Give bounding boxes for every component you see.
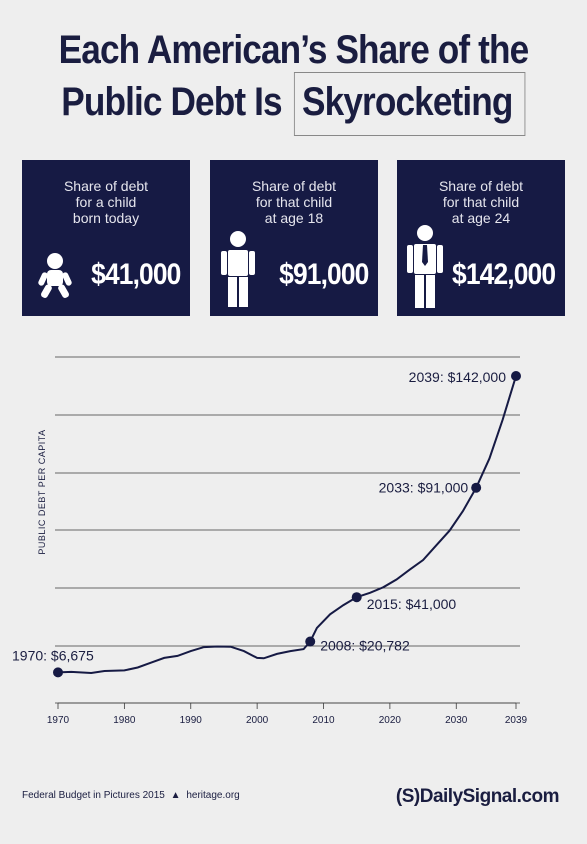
x-tick-label: 1990 [180,715,203,726]
annotation-label: 2039: $142,000 [409,369,507,385]
annotation-point [53,667,63,678]
x-tick-label: 1970 [47,715,70,726]
x-axis: 1970 1980 1990 2000 2010 2020 2030 2039 [47,702,528,726]
footer-site: heritage.org [186,790,240,801]
annotation-point [471,482,482,493]
annotation-label: 1970: $6,675 [12,647,94,663]
series-line [57,375,517,675]
panel-age-18: Share of debt for that child at age 18 $… [210,160,378,316]
x-tick-label: 2020 [379,715,402,726]
title-prefix: Public Debt Is [61,80,282,124]
annotation-label: 2008: $20,782 [320,637,410,653]
x-tick-label: 2000 [246,715,269,726]
annotations: 1970: $6,675 2008: $20,782 2015: $41,000 20… [12,369,521,678]
panel-caption-line: for that child [255,194,333,210]
panel-value: $91,000 [278,258,369,291]
x-tick-label: 1980 [113,715,136,726]
panel-caption-line: at age 24 [451,210,511,226]
panel-caption-line: Share of debt [251,178,337,194]
panel-caption: Share of debt for that child at age 24 [407,178,555,226]
annotation-label: 2033: $91,000 [379,480,469,496]
panel-born-today: Share of debt for a child born today $41… [22,160,190,316]
panel-caption-line: for a child [75,194,137,210]
y-axis-label: PUBLIC DEBT PER CAPITA [37,429,47,554]
x-tick-label: 2039 [505,715,528,726]
baby-icon [38,253,72,298]
heritage-logo-icon: ▲ [170,790,181,801]
panel-caption: Share of debt for that child at age 18 [220,178,368,226]
x-tick-label: 2030 [445,715,468,726]
debt-line-chart: PUBLIC DEBT PER CAPITA 1970 1980 1990 2000 2… [12,356,528,726]
x-tick-label: 2010 [312,715,335,726]
teen-icon [221,231,255,307]
panel-caption-line: Share of debt [63,178,149,194]
panel-value: $41,000 [90,258,181,291]
annotation-point [351,592,362,603]
annotation-point [305,636,316,647]
chart-title-line-1: Each American’s Share of the [58,28,530,72]
panel-value: $142,000 [451,258,556,291]
panel-caption-line: Share of debt [438,178,524,194]
panel-caption-line: for that child [442,194,520,210]
annotation-label: 2015: $41,000 [367,596,457,612]
title-highlight: Skyrocketing [294,72,526,136]
panel-caption-line: at age 18 [264,210,324,226]
footer-source-text: Federal Budget in Pictures 2015 [22,790,165,801]
footer-source: Federal Budget in Pictures 2015 ▲ herita… [22,790,240,801]
adult-tie-icon [407,225,443,308]
panel-caption: Share of debt for a child born today [32,178,180,226]
panel-caption-line: born today [72,210,140,226]
annotation-point [511,371,521,381]
chart-title-line-2: Public Debt Is Skyrocketing [35,72,552,136]
panel-age-24: Share of debt for that child at age 24 $… [397,160,565,316]
daily-signal-logo: (S)DailySignal.com [395,786,560,807]
